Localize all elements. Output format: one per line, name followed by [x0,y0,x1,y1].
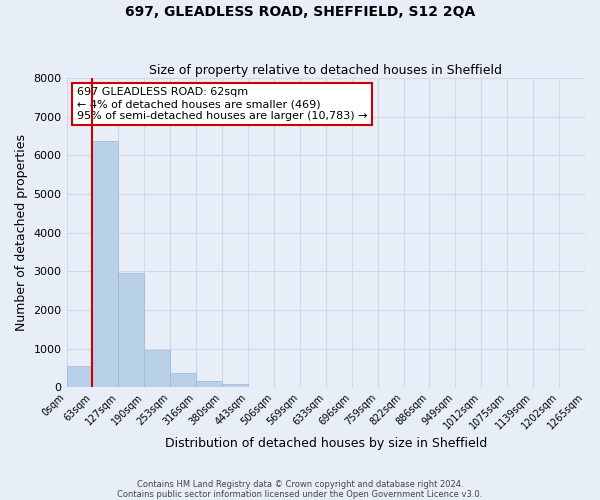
Y-axis label: Number of detached properties: Number of detached properties [15,134,28,332]
Bar [196,382,222,388]
Bar [67,366,92,388]
Text: 697, GLEADLESS ROAD, SHEFFIELD, S12 2QA: 697, GLEADLESS ROAD, SHEFFIELD, S12 2QA [125,5,475,19]
Bar [222,384,248,388]
Bar [92,141,118,388]
Bar [145,350,170,388]
X-axis label: Distribution of detached houses by size in Sheffield: Distribution of detached houses by size … [164,437,487,450]
Text: 697 GLEADLESS ROAD: 62sqm
← 4% of detached houses are smaller (469)
95% of semi-: 697 GLEADLESS ROAD: 62sqm ← 4% of detach… [77,88,367,120]
Text: Contains HM Land Registry data © Crown copyright and database right 2024.
Contai: Contains HM Land Registry data © Crown c… [118,480,482,499]
Bar [170,372,196,388]
Title: Size of property relative to detached houses in Sheffield: Size of property relative to detached ho… [149,64,502,77]
Bar [118,274,145,388]
